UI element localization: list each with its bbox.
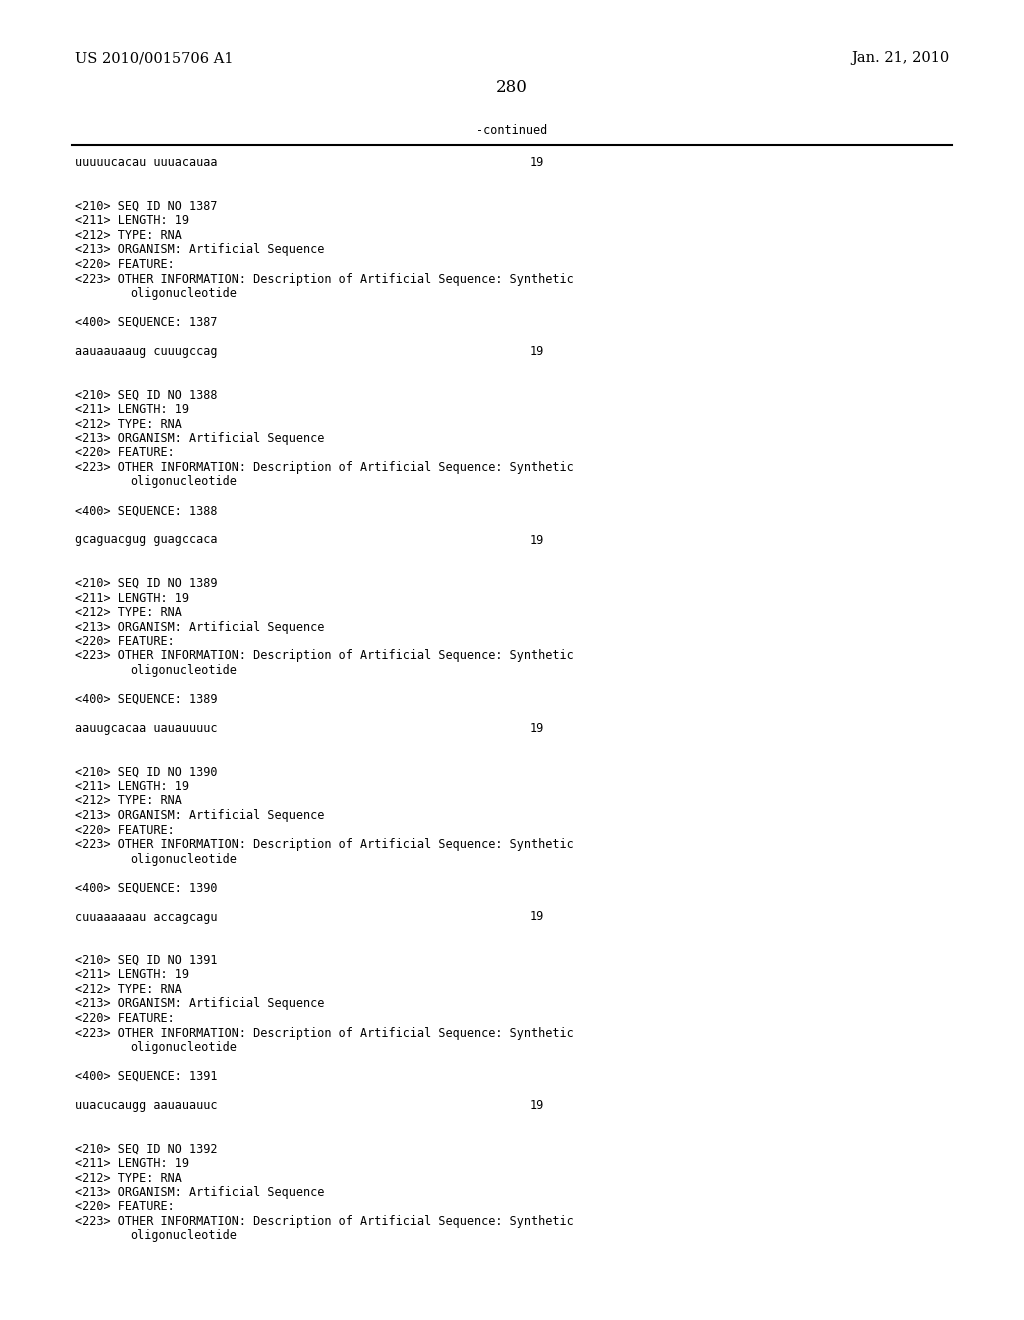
Text: 19: 19 — [530, 157, 544, 169]
Text: oligonucleotide: oligonucleotide — [130, 853, 237, 866]
Text: oligonucleotide: oligonucleotide — [130, 1041, 237, 1053]
Text: <210> SEQ ID NO 1392: <210> SEQ ID NO 1392 — [75, 1143, 217, 1155]
Text: <210> SEQ ID NO 1388: <210> SEQ ID NO 1388 — [75, 388, 217, 401]
Text: <220> FEATURE:: <220> FEATURE: — [75, 257, 175, 271]
Text: US 2010/0015706 A1: US 2010/0015706 A1 — [75, 51, 233, 65]
Text: 19: 19 — [530, 533, 544, 546]
Text: <212> TYPE: RNA: <212> TYPE: RNA — [75, 1172, 182, 1184]
Text: 280: 280 — [496, 79, 528, 96]
Text: <212> TYPE: RNA: <212> TYPE: RNA — [75, 983, 182, 997]
Text: <400> SEQUENCE: 1389: <400> SEQUENCE: 1389 — [75, 693, 217, 706]
Text: <211> LENGTH: 19: <211> LENGTH: 19 — [75, 214, 189, 227]
Text: oligonucleotide: oligonucleotide — [130, 286, 237, 300]
Text: <211> LENGTH: 19: <211> LENGTH: 19 — [75, 1158, 189, 1170]
Text: <400> SEQUENCE: 1390: <400> SEQUENCE: 1390 — [75, 882, 217, 895]
Text: Jan. 21, 2010: Jan. 21, 2010 — [851, 51, 949, 65]
Text: <213> ORGANISM: Artificial Sequence: <213> ORGANISM: Artificial Sequence — [75, 809, 325, 822]
Text: <211> LENGTH: 19: <211> LENGTH: 19 — [75, 780, 189, 793]
Text: oligonucleotide: oligonucleotide — [130, 475, 237, 488]
Text: aauaauaaug cuuugccag: aauaauaaug cuuugccag — [75, 345, 217, 358]
Text: <212> TYPE: RNA: <212> TYPE: RNA — [75, 795, 182, 808]
Text: gcaguacgug guagccaca: gcaguacgug guagccaca — [75, 533, 217, 546]
Text: <223> OTHER INFORMATION: Description of Artificial Sequence: Synthetic: <223> OTHER INFORMATION: Description of … — [75, 838, 573, 851]
Text: <213> ORGANISM: Artificial Sequence: <213> ORGANISM: Artificial Sequence — [75, 1185, 325, 1199]
Text: -continued: -continued — [476, 124, 548, 136]
Text: <223> OTHER INFORMATION: Description of Artificial Sequence: Synthetic: <223> OTHER INFORMATION: Description of … — [75, 461, 573, 474]
Text: 19: 19 — [530, 722, 544, 735]
Text: uuacucaugg aauauauuc: uuacucaugg aauauauuc — [75, 1100, 217, 1111]
Text: aauugcacaa uauauuuuc: aauugcacaa uauauuuuc — [75, 722, 217, 735]
Text: <223> OTHER INFORMATION: Description of Artificial Sequence: Synthetic: <223> OTHER INFORMATION: Description of … — [75, 1214, 573, 1228]
Text: <220> FEATURE:: <220> FEATURE: — [75, 824, 175, 837]
Text: oligonucleotide: oligonucleotide — [130, 1229, 237, 1242]
Text: <400> SEQUENCE: 1391: <400> SEQUENCE: 1391 — [75, 1071, 217, 1082]
Text: <210> SEQ ID NO 1387: <210> SEQ ID NO 1387 — [75, 201, 217, 213]
Text: <223> OTHER INFORMATION: Description of Artificial Sequence: Synthetic: <223> OTHER INFORMATION: Description of … — [75, 1027, 573, 1040]
Text: <220> FEATURE:: <220> FEATURE: — [75, 1200, 175, 1213]
Text: <212> TYPE: RNA: <212> TYPE: RNA — [75, 228, 182, 242]
Text: <210> SEQ ID NO 1390: <210> SEQ ID NO 1390 — [75, 766, 217, 779]
Text: <220> FEATURE:: <220> FEATURE: — [75, 1012, 175, 1026]
Text: oligonucleotide: oligonucleotide — [130, 664, 237, 677]
Text: <220> FEATURE:: <220> FEATURE: — [75, 635, 175, 648]
Text: <400> SEQUENCE: 1388: <400> SEQUENCE: 1388 — [75, 504, 217, 517]
Text: uuuuucacau uuuacauaa: uuuuucacau uuuacauaa — [75, 157, 217, 169]
Text: <223> OTHER INFORMATION: Description of Artificial Sequence: Synthetic: <223> OTHER INFORMATION: Description of … — [75, 649, 573, 663]
Text: 19: 19 — [530, 911, 544, 924]
Text: <223> OTHER INFORMATION: Description of Artificial Sequence: Synthetic: <223> OTHER INFORMATION: Description of … — [75, 272, 573, 285]
Text: <212> TYPE: RNA: <212> TYPE: RNA — [75, 417, 182, 430]
Text: <210> SEQ ID NO 1389: <210> SEQ ID NO 1389 — [75, 577, 217, 590]
Text: <220> FEATURE:: <220> FEATURE: — [75, 446, 175, 459]
Text: <212> TYPE: RNA: <212> TYPE: RNA — [75, 606, 182, 619]
Text: <213> ORGANISM: Artificial Sequence: <213> ORGANISM: Artificial Sequence — [75, 243, 325, 256]
Text: <211> LENGTH: 19: <211> LENGTH: 19 — [75, 403, 189, 416]
Text: 19: 19 — [530, 345, 544, 358]
Text: <213> ORGANISM: Artificial Sequence: <213> ORGANISM: Artificial Sequence — [75, 432, 325, 445]
Text: <210> SEQ ID NO 1391: <210> SEQ ID NO 1391 — [75, 954, 217, 968]
Text: cuuaaaaaau accagcagu: cuuaaaaaau accagcagu — [75, 911, 217, 924]
Text: <211> LENGTH: 19: <211> LENGTH: 19 — [75, 591, 189, 605]
Text: <400> SEQUENCE: 1387: <400> SEQUENCE: 1387 — [75, 315, 217, 329]
Text: 19: 19 — [530, 1100, 544, 1111]
Text: <211> LENGTH: 19: <211> LENGTH: 19 — [75, 969, 189, 982]
Text: <213> ORGANISM: Artificial Sequence: <213> ORGANISM: Artificial Sequence — [75, 998, 325, 1011]
Text: <213> ORGANISM: Artificial Sequence: <213> ORGANISM: Artificial Sequence — [75, 620, 325, 634]
